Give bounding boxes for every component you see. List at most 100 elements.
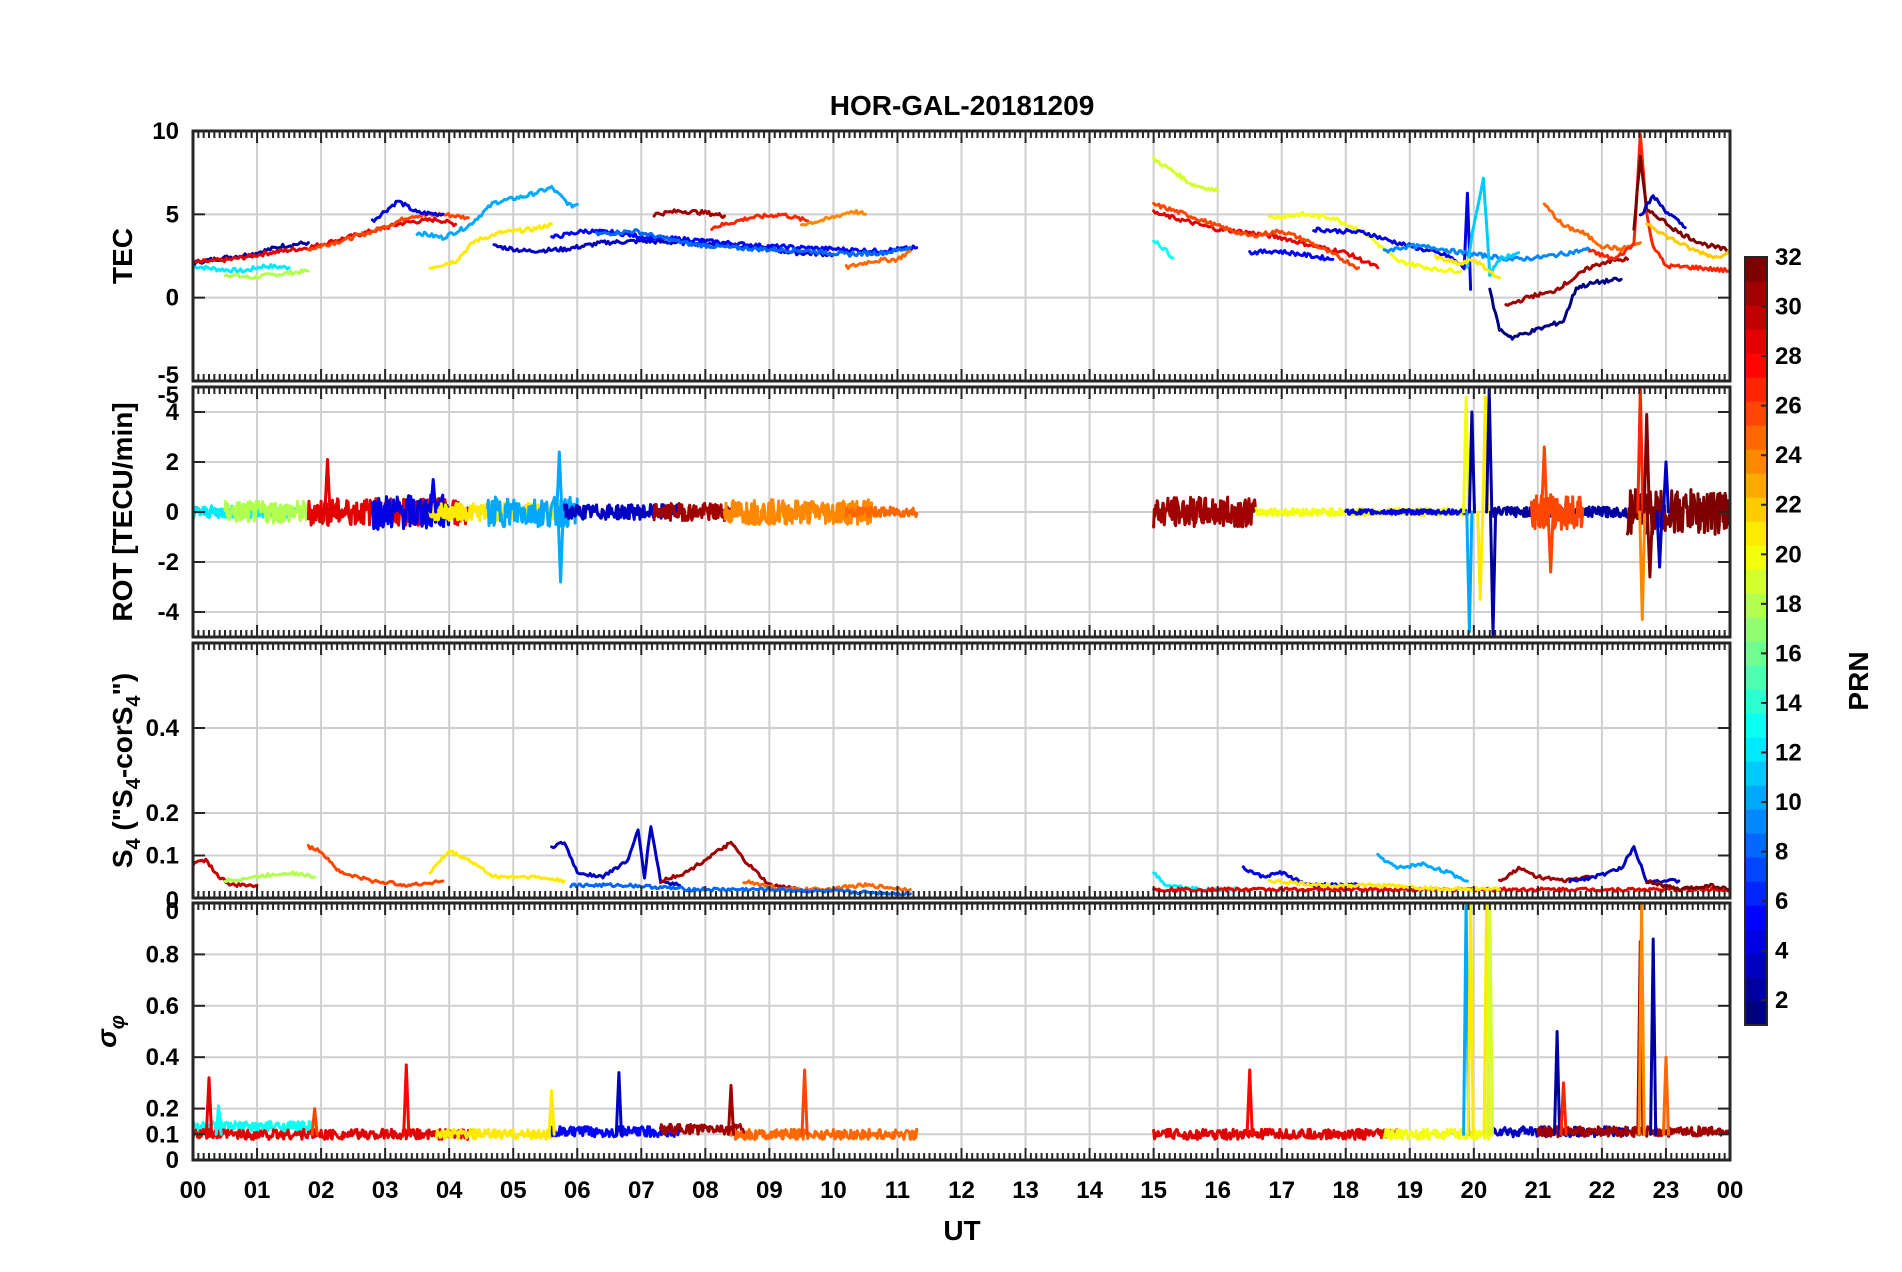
x-tick-label: 04: [436, 1177, 463, 1204]
y-tick-label: 0.1: [146, 843, 179, 870]
series-prn-18: [223, 499, 310, 525]
colorbar-swatch: [1745, 545, 1767, 570]
series-prn-32: [1632, 154, 1730, 253]
x-tick-label: 15: [1140, 1177, 1167, 1204]
series-prn-13: [193, 1120, 317, 1134]
y-tick-label-top: 0: [166, 898, 179, 925]
x-tick-label: 22: [1589, 1177, 1616, 1204]
spike-prn-32: [1642, 413, 1651, 514]
series-prn-24: [723, 498, 874, 526]
series-prn-20: [1382, 1127, 1495, 1141]
y-tick-label: 0.4: [146, 715, 180, 742]
colorbar-tick-label: 28: [1775, 343, 1802, 370]
y-axis-label-part: S: [107, 849, 138, 868]
spike-prn-26: [800, 1068, 809, 1136]
series-prn-12: [193, 263, 291, 274]
y-axis-label: ROT [TECU/min]: [107, 402, 138, 621]
spike-prn-27: [1559, 1081, 1568, 1136]
x-tick-label: 07: [628, 1177, 655, 1204]
series-prn-19: [1152, 156, 1220, 193]
y-axis-label-part: 4: [123, 777, 145, 789]
spike-prn-29: [204, 1076, 214, 1136]
colorbar-swatch: [1745, 641, 1767, 666]
y-axis-label: TEC: [107, 228, 138, 284]
colorbar-swatch: [1745, 785, 1767, 810]
chart-title: HOR-GAL-20181209: [830, 90, 1095, 121]
x-tick-label: 00: [180, 1177, 207, 1204]
series-prn-3: [1568, 845, 1681, 885]
spike-prn-3: [1655, 510, 1664, 569]
spike-prn-10: [1465, 510, 1474, 634]
series-prn-25: [729, 1127, 919, 1141]
spike-prn-19: [1485, 903, 1494, 1136]
y-axis-label-part: φ: [107, 1015, 129, 1029]
y-tick-label: 0: [166, 1147, 179, 1174]
spike-prn-31: [726, 1084, 735, 1136]
series-prn-3: [550, 825, 682, 887]
x-tick-label: 01: [244, 1177, 271, 1204]
series-prn-24: [799, 208, 867, 227]
x-tick-label: 17: [1268, 1177, 1295, 1204]
y-tick-label: 2: [166, 449, 179, 476]
colorbar-swatch: [1745, 329, 1767, 354]
series-prn-29: [1152, 209, 1380, 270]
spike-prn-3: [1661, 460, 1670, 514]
spike-prn-28: [1245, 1068, 1254, 1136]
y-tick-label: 0: [166, 285, 179, 312]
y-tick-label: 5: [166, 201, 179, 228]
x-tick-label: 06: [564, 1177, 591, 1204]
colorbar-swatch: [1745, 905, 1767, 930]
colorbar-tick-label: 32: [1775, 244, 1802, 271]
series-prn-25: [1542, 202, 1642, 253]
y-axis-label-part: "): [107, 673, 138, 696]
spike-prn-13: [214, 1104, 223, 1136]
x-tick-label: 14: [1076, 1177, 1103, 1204]
spike-prn-2: [1489, 510, 1498, 636]
colorbar-tick-label: 22: [1775, 492, 1802, 519]
series-prn-21: [1433, 254, 1501, 280]
series-prn-29: [1152, 1127, 1399, 1141]
y-tick-label: -5: [158, 362, 179, 389]
plot-area-tec: [193, 132, 1730, 341]
series-prn-29: [193, 1127, 470, 1141]
series-prn-21: [428, 849, 566, 884]
colorbar-tick-label: 8: [1775, 839, 1788, 866]
plot-area-rot: [193, 388, 1730, 636]
y-tick-label: 10: [152, 118, 179, 145]
spike-prn-24: [1637, 903, 1646, 1136]
x-tick-label: 19: [1396, 1177, 1423, 1204]
series-prn-11: [1465, 176, 1521, 277]
series-prn-18: [223, 870, 317, 883]
series-prn-5: [550, 1125, 682, 1139]
colorbar-swatch: [1745, 353, 1767, 378]
series-prn-10: [415, 184, 579, 241]
colorbar-swatch: [1745, 713, 1767, 738]
colorbar-swatch: [1745, 665, 1767, 690]
spike-prn-10: [556, 510, 565, 584]
series-prn-26: [1152, 201, 1361, 271]
panel-tec: -5 0 5 10 TEC: [107, 118, 1732, 389]
series-prn-31: [659, 840, 803, 892]
spike-prn-32: [1645, 510, 1654, 579]
y-axis-label: σφ: [91, 1015, 129, 1048]
series-prn-18: [223, 268, 310, 280]
series-prn-5: [1248, 248, 1335, 262]
colorbar-swatch: [1745, 521, 1767, 546]
series-prn-27: [710, 212, 810, 231]
colorbar-swatch: [1745, 449, 1767, 474]
y-tick-label: -2: [158, 549, 179, 576]
colorbar-swatch: [1745, 833, 1767, 858]
spike-prn-2: [1553, 1030, 1562, 1136]
series-prn-29: [193, 216, 458, 264]
y-tick-label: 0.1: [146, 1121, 179, 1148]
colorbar-swatch: [1745, 977, 1767, 1002]
colorbar-tick-label: 20: [1775, 541, 1802, 568]
colorbar-swatch: [1745, 569, 1767, 594]
series-prn-1: [1488, 276, 1623, 341]
colorbar-swatch: [1745, 689, 1767, 714]
colorbar-swatch: [1745, 929, 1767, 954]
series-prn-4: [1312, 191, 1473, 291]
colorbar-tick-label: 2: [1775, 987, 1788, 1014]
